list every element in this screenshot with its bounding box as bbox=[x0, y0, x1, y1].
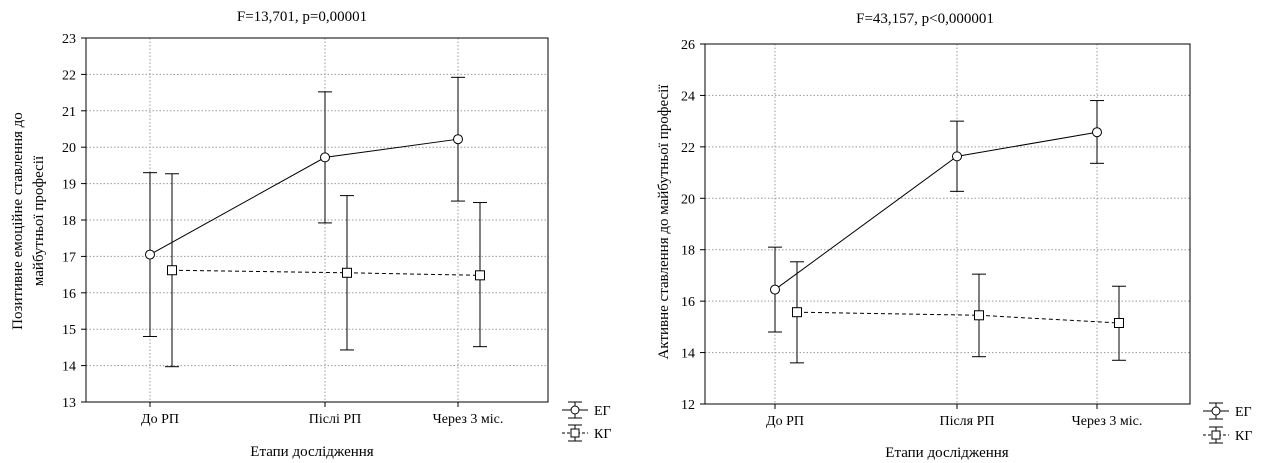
y-axis-label: майбутньої професії bbox=[31, 155, 47, 286]
x-tick-label: Через 3 міс. bbox=[1072, 414, 1143, 429]
series-line-ЕГ bbox=[149, 138, 459, 256]
data-point-circle bbox=[1092, 127, 1102, 138]
y-tick-label: 14 bbox=[62, 360, 76, 375]
legend-label-kg: КГ bbox=[594, 427, 611, 442]
y-tick-label: 15 bbox=[62, 323, 76, 338]
legend-marker-circle bbox=[1211, 406, 1221, 416]
y-tick-label: 20 bbox=[62, 141, 76, 156]
legend-marker-square bbox=[570, 428, 580, 438]
y-tick-label: 12 bbox=[681, 398, 695, 413]
data-point-circle bbox=[145, 249, 155, 260]
data-point-circle bbox=[453, 134, 463, 145]
y-tick-label: 21 bbox=[62, 105, 76, 120]
legend-label-eg: ЕГ bbox=[1235, 405, 1252, 420]
y-tick-label: 22 bbox=[62, 68, 76, 83]
legend-label-kg: КГ bbox=[1235, 429, 1252, 444]
x-tick-label: Після РП bbox=[939, 414, 994, 429]
y-axis-label: Позитивне емоційне ставлення до bbox=[10, 112, 26, 330]
data-point-circle bbox=[320, 152, 330, 163]
chart-title: F=43,157, p<0,000001 bbox=[856, 11, 994, 27]
data-point-circle bbox=[770, 284, 780, 295]
data-point-square bbox=[792, 307, 802, 318]
data-point-square bbox=[974, 310, 984, 321]
y-tick-label: 19 bbox=[62, 178, 76, 193]
series-line-ЕГ bbox=[774, 131, 1098, 290]
y-axis-label: Активне ставлення до майбутньої професії bbox=[656, 84, 672, 360]
x-tick-label: До РП bbox=[141, 412, 179, 427]
data-point-square bbox=[475, 270, 485, 281]
y-tick-label: 22 bbox=[681, 141, 695, 156]
data-point-circle bbox=[952, 151, 962, 162]
y-tick-label: 20 bbox=[681, 192, 695, 207]
x-tick-label: Через 3 міс. bbox=[433, 412, 504, 427]
y-tick-label: 18 bbox=[681, 244, 695, 259]
x-axis-label: Етапи дослідження bbox=[885, 445, 1008, 461]
x-axis-label: Етапи дослідження bbox=[250, 444, 373, 460]
data-point-square bbox=[1114, 318, 1124, 328]
x-tick-label: Післі РП bbox=[309, 412, 362, 427]
y-tick-label: 13 bbox=[62, 396, 76, 411]
data-point-square bbox=[342, 267, 352, 278]
y-tick-label: 16 bbox=[681, 295, 695, 310]
chart-title: F=13,701, p=0,00001 bbox=[237, 9, 367, 25]
y-tick-label: 26 bbox=[681, 38, 695, 53]
series-line-КГ bbox=[171, 269, 481, 276]
data-point-square bbox=[167, 265, 177, 276]
plot-frame bbox=[704, 43, 1191, 405]
y-tick-label: 18 bbox=[62, 214, 76, 229]
x-tick-label: До РП bbox=[766, 414, 804, 429]
chart-1: F=13,701, p=0,00001 13 14 15 16 17 18 19 20 21 22 2… bbox=[10, 9, 611, 460]
legend-marker-square bbox=[1211, 430, 1221, 440]
legend-marker-circle bbox=[570, 405, 580, 415]
legend: ЕГ КГ bbox=[562, 401, 611, 442]
legend-label-eg: ЕГ bbox=[594, 404, 611, 419]
series-line-КГ bbox=[796, 311, 1120, 324]
y-tick-label: 16 bbox=[62, 287, 76, 302]
y-tick-label: 24 bbox=[681, 89, 695, 104]
y-tick-label: 17 bbox=[62, 250, 76, 265]
y-tick-label: 14 bbox=[681, 347, 695, 362]
chart-2: F=43,157, p<0,000001 12 14 16 18 20 22 24 26 До Р… bbox=[656, 11, 1252, 461]
y-tick-label: 23 bbox=[62, 32, 76, 47]
legend: ЕГ КГ bbox=[1203, 402, 1252, 444]
